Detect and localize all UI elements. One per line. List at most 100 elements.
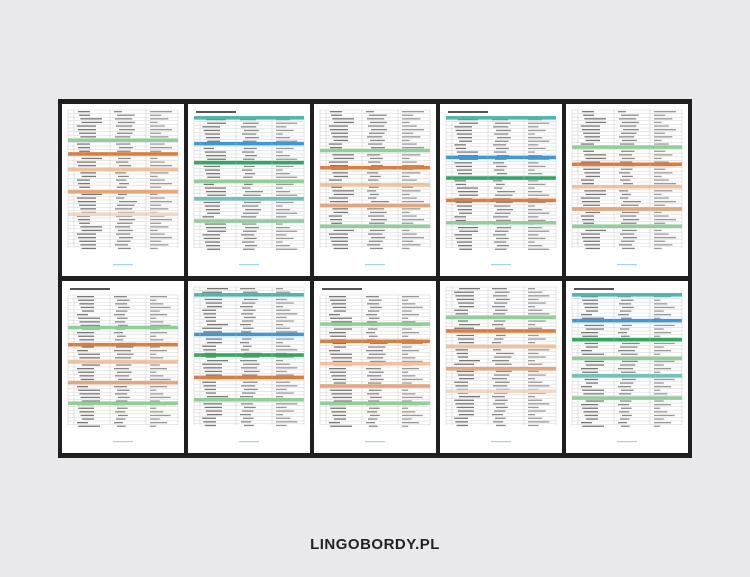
cell-text — [328, 143, 342, 145]
cell-text — [367, 154, 381, 156]
section-band — [194, 179, 304, 184]
cell-text — [333, 121, 354, 124]
cell-text — [77, 386, 88, 388]
section-band — [572, 224, 682, 228]
cell-text — [585, 418, 598, 420]
cell-text — [117, 317, 128, 319]
cell-text — [114, 350, 131, 352]
cell-text — [623, 183, 633, 185]
cell-text — [585, 310, 598, 312]
cell-text — [78, 317, 100, 319]
cell-text — [454, 180, 466, 182]
cell-text — [493, 313, 506, 315]
cell-text — [654, 190, 673, 192]
cell-text — [205, 374, 222, 376]
cell-text — [276, 327, 291, 329]
cell-text — [331, 303, 346, 305]
cell-text — [203, 313, 216, 315]
cell-text — [492, 324, 503, 326]
cell-text — [331, 222, 342, 224]
cell-text — [528, 169, 535, 171]
cell-text — [203, 403, 222, 405]
cell-text — [621, 299, 634, 301]
cell-text — [150, 143, 165, 145]
cell-text — [654, 310, 664, 312]
cell-text — [580, 179, 594, 181]
cell-text — [654, 314, 671, 316]
cell-text — [204, 424, 216, 427]
cell-text — [240, 119, 256, 121]
cell-text — [495, 291, 510, 293]
cell-text — [80, 324, 100, 327]
cell-text — [366, 296, 379, 298]
cell-text — [495, 194, 513, 196]
cell-text — [366, 332, 375, 334]
cell-text — [204, 388, 216, 391]
cell-text — [621, 204, 639, 206]
cell-text — [454, 144, 466, 146]
cell-text — [458, 119, 478, 121]
cell-text — [528, 360, 535, 362]
cell-text — [150, 179, 165, 181]
cell-text — [330, 425, 352, 427]
cell-text — [654, 368, 671, 370]
cell-text — [206, 227, 226, 229]
cell-text — [496, 334, 506, 337]
cell-text — [619, 172, 631, 174]
cell-text — [582, 219, 594, 221]
cell-text — [455, 183, 466, 186]
cell-text — [243, 194, 261, 196]
cell-text — [455, 201, 472, 204]
cell-text — [150, 215, 165, 217]
cell-text — [366, 350, 383, 352]
cell-text — [620, 233, 635, 235]
cell-text — [329, 422, 340, 424]
cell-text — [119, 147, 133, 149]
cell-text — [494, 169, 505, 171]
cell-text — [78, 201, 96, 203]
cell-text — [370, 193, 379, 196]
cell-text — [150, 296, 167, 298]
cell-text — [366, 368, 381, 370]
cell-text — [584, 190, 606, 192]
cell-text — [276, 385, 298, 387]
cell-text — [622, 139, 637, 142]
cell-text — [77, 314, 88, 316]
cell-text — [207, 158, 226, 160]
cell-text — [241, 421, 252, 423]
cell-text — [654, 114, 666, 116]
cell-text — [492, 288, 507, 290]
cell-text — [528, 187, 535, 189]
cell-text — [368, 310, 380, 312]
cell-text — [528, 291, 543, 293]
cell-text — [206, 209, 220, 211]
cell-text — [402, 244, 421, 246]
cell-text — [368, 328, 378, 330]
cell-text — [276, 119, 290, 121]
cell-text — [495, 381, 510, 383]
cell-text — [207, 360, 228, 362]
cell-text — [528, 133, 535, 135]
cell-text — [369, 407, 380, 409]
cell-text — [582, 371, 598, 373]
cell-text — [204, 169, 220, 171]
cell-text — [459, 122, 478, 124]
cell-text — [528, 385, 550, 387]
section-band — [446, 329, 556, 333]
cell-text — [654, 414, 675, 417]
cell-text — [244, 298, 258, 301]
cell-text — [243, 291, 258, 293]
cell-text — [582, 111, 594, 113]
cell-text — [150, 396, 171, 399]
cell-text — [244, 424, 254, 427]
cell-text — [150, 197, 165, 199]
cell-text — [116, 364, 132, 366]
cell-text — [584, 154, 606, 156]
cell-text — [621, 222, 637, 224]
cell-text — [583, 150, 594, 152]
cell-text — [493, 295, 508, 297]
cell-text — [402, 346, 412, 348]
cell-text — [582, 129, 600, 131]
cell-text — [584, 378, 598, 381]
cell-text — [457, 410, 474, 412]
